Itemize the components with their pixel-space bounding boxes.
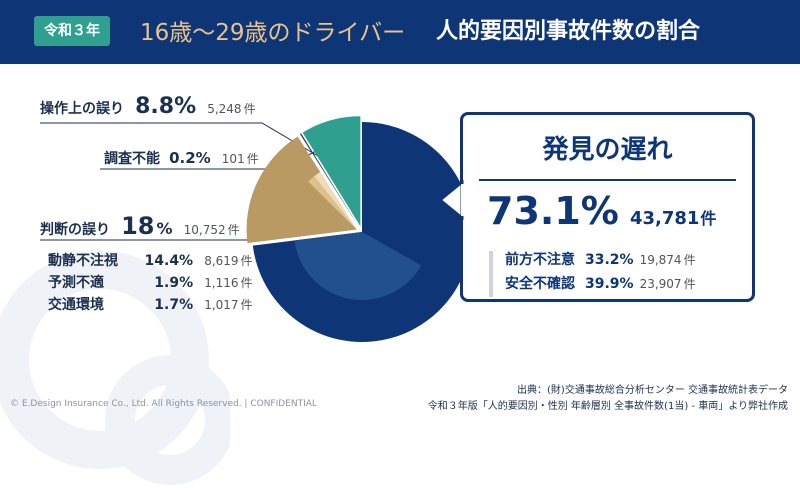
label-operation-name: 操作上の誤り [40, 101, 124, 117]
footer-copyright: © E.Design Insurance Co., Ltd. All Right… [10, 399, 317, 409]
pie-sub-slice [314, 172, 357, 230]
callout-row-name: 前方不注意 [505, 252, 575, 268]
judgment-sub-pct: 1.7% [154, 297, 194, 313]
callout-box: 発見の遅れ 73.1% 43,781件 前方不注意 33.2% 19,874 件 安全… [460, 112, 755, 302]
callout-row-unit: 件 [683, 277, 696, 291]
callout-pct: 73.1% [487, 189, 619, 233]
pie-sub-slice [308, 176, 357, 230]
judgment-sub-row: 動静不注視 14.4% 8,619 件 [48, 250, 253, 270]
judgment-sub-count: 1,017 [204, 298, 239, 312]
callout-row: 前方不注意 33.2% 19,874 件 [505, 249, 696, 269]
label-unknown-count: 101 [221, 152, 245, 166]
pie-slice [299, 133, 359, 227]
callout-accent-bar [489, 251, 493, 297]
pie-slice [302, 116, 361, 227]
judgment-sub-unit: 件 [240, 298, 253, 312]
callout-count: 43,781 [629, 208, 700, 229]
callout-row-name: 安全不確認 [505, 276, 575, 292]
source-line-1: 出典：(財)交通事故総合分析センター 交通事故統計表データ [517, 385, 788, 396]
judgment-sub-row: 予測不適 1.9% 1,116 件 [48, 272, 253, 292]
callout-row-count: 23,907 [639, 277, 682, 291]
label-operation-count: 5,248 [207, 102, 242, 116]
label-judgment-pct-unit: % [156, 219, 173, 238]
judgment-sub-row: 交通環境 1.7% 1,017 件 [48, 294, 253, 314]
label-judgment-count: 10,752 [183, 223, 226, 237]
pie-sub-slice [294, 232, 422, 300]
callout-title: 発見の遅れ [542, 135, 673, 165]
page-title: 16歳〜29歳のドライバー [140, 20, 406, 46]
callout-row: 安全不確認 39.9% 23,907 件 [505, 273, 696, 293]
judgment-sub-name: 予測不適 [48, 275, 104, 291]
callout-row-pct: 33.2% [585, 252, 634, 268]
label-unknown-unit: 件 [246, 152, 259, 166]
callout-row-count: 19,874 [639, 253, 682, 267]
label-judgment-pct: 18 [121, 212, 155, 240]
pie-sub-slice [362, 164, 430, 266]
judgment-sub-unit: 件 [240, 254, 253, 268]
leader-line-operation [40, 122, 331, 164]
callout-main-value: 73.1% 43,781件 [487, 189, 716, 233]
year-badge: 令和３年 [34, 16, 110, 46]
judgment-sub-count: 8,619 [204, 254, 239, 268]
judgment-sub-pct: 14.4% [144, 253, 194, 269]
callout-divider [479, 179, 736, 181]
judgment-sub-count: 1,116 [204, 276, 239, 290]
pie-chart [246, 116, 472, 343]
judgment-sub-name: 動静不注視 [48, 253, 118, 269]
judgment-sub-unit: 件 [240, 276, 253, 290]
page-subtitle: 人的要因別事故件数の割合 [436, 19, 701, 44]
callout-unit: 件 [700, 209, 717, 228]
label-judgment-name: 判断の誤り [40, 222, 110, 238]
judgment-sub-pct: 1.9% [154, 275, 194, 291]
callout-row-unit: 件 [683, 253, 696, 267]
label-operation-pct: 8.8% [135, 94, 197, 119]
label-judgment: 判断の誤り 18% 10,752 件 [40, 212, 240, 240]
label-unknown-pct: 0.2% [169, 149, 211, 167]
label-unknown: 調査不能 0.2% 101 件 [104, 148, 259, 168]
judgment-sub-name: 交通環境 [48, 297, 104, 313]
header-bar: 令和３年 16歳〜29歳のドライバー 人的要因別事故件数の割合 [0, 0, 800, 64]
label-operation-unit: 件 [243, 102, 256, 116]
label-judgment-unit: 件 [227, 223, 240, 237]
pie-sub-slice [288, 181, 357, 238]
source-line-2: 令和３年版「人的要因別・性別 年齢層別 全事故件数(1当) - 車両」より弊社作… [427, 401, 788, 412]
label-unknown-name: 調査不能 [104, 151, 160, 167]
label-operation: 操作上の誤り 8.8% 5,248 件 [40, 94, 256, 119]
callout-pointer [438, 180, 466, 220]
callout-row-pct: 39.9% [585, 276, 634, 292]
